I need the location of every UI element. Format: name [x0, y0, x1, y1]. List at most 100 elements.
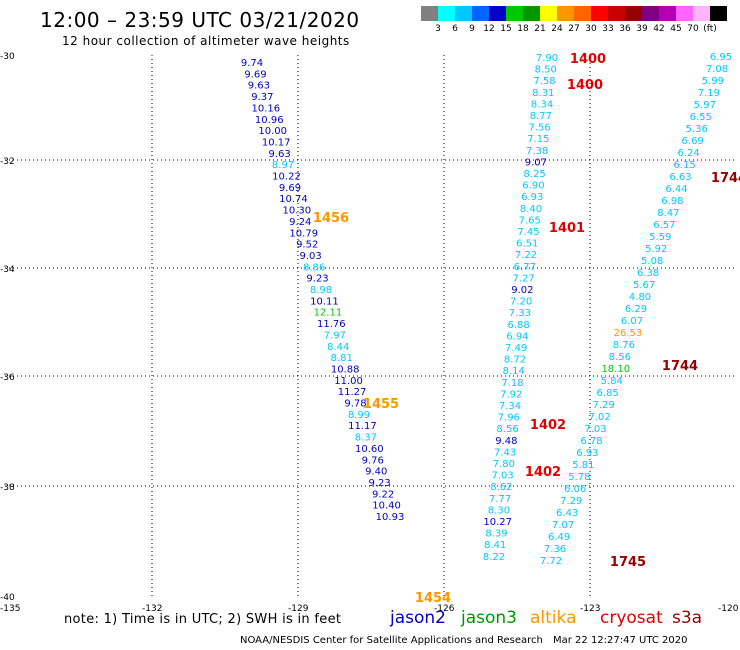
lat-tick-label: -36: [0, 373, 15, 383]
colorbar-swatch: [591, 6, 608, 21]
wave-height-value: 5.84: [601, 376, 623, 387]
wave-height-value: 8.37: [355, 433, 377, 444]
lat-tick-label: -32: [0, 157, 15, 167]
legend-entry-jason2: jason2: [390, 608, 446, 628]
legend-entry-jason3: jason3: [461, 608, 517, 628]
colorbar-swatch: [625, 6, 642, 21]
wave-height-value: 7.80: [493, 459, 515, 470]
wave-height-value: 8.34: [531, 99, 553, 110]
colorbar-label: 18: [517, 24, 529, 34]
wave-height-value: 7.15: [527, 134, 549, 145]
wave-height-value: 5.36: [686, 124, 708, 135]
wave-height-value: 10.00: [258, 126, 287, 137]
wave-height-value: 8.99: [348, 410, 370, 421]
wave-height-value: 7.58: [533, 76, 555, 87]
pass-time-label: 1402: [525, 465, 561, 480]
colorbar-label: 3: [435, 24, 441, 34]
wave-height-value: 8.41: [484, 540, 506, 551]
wave-height-value: 10.40: [372, 501, 401, 512]
wave-height-value: 8.76: [613, 340, 635, 351]
pass-time-label: 1400: [567, 78, 603, 93]
wave-height-value: 8.31: [532, 88, 554, 99]
wave-height-value: 7.19: [698, 88, 720, 99]
wave-height-value: 7.90: [536, 53, 558, 64]
colorbar-swatch: [506, 6, 523, 21]
wave-height-value: 10.11: [310, 296, 339, 307]
colorbar-swatch: [642, 6, 659, 21]
wave-height-value: 9.74: [241, 58, 263, 69]
wave-height-value: 6.63: [669, 172, 691, 183]
wave-height-value: 8.98: [310, 285, 332, 296]
wave-height-value: 9.78: [344, 399, 366, 410]
pass-time-label: 1456: [313, 211, 349, 226]
wave-height-value: 7.38: [526, 146, 548, 157]
colorbar-label: 9: [469, 24, 475, 34]
colorbar-label: 24: [551, 24, 563, 34]
lon-tick-label: -132: [142, 604, 162, 614]
wave-height-value: 6.44: [665, 184, 687, 195]
wave-height-value: 5.59: [649, 232, 671, 243]
colorbar-swatch: [710, 6, 727, 21]
wave-height-value: 6.06: [564, 484, 586, 495]
wave-height-value: 6.15: [673, 160, 695, 171]
wave-height-value: 9.48: [495, 436, 517, 447]
pass-time-label: 1400: [570, 52, 606, 67]
colorbar-label: 30: [585, 24, 597, 34]
colorbar-label: 45: [670, 24, 682, 34]
colorbar-label: 21: [534, 24, 546, 34]
wave-height-value: 7.08: [706, 64, 728, 75]
wave-height-value: 18.10: [601, 364, 630, 375]
wave-height-value: 10.16: [251, 103, 280, 114]
wave-height-value: 7.18: [501, 378, 523, 389]
note-text: note: 1) Time is in UTC; 2) SWH is in fe…: [64, 612, 342, 627]
wave-height-value: 5.97: [694, 100, 716, 111]
wave-height-value: 9.69: [279, 183, 301, 194]
wave-height-value: 7.96: [498, 413, 520, 424]
wave-height-value: 6.24: [677, 148, 699, 159]
wave-height-value: 11.00: [334, 376, 363, 387]
wave-height-value: 11.17: [348, 421, 377, 432]
legend-entry-cryosat: cryosat: [600, 608, 663, 628]
wave-height-value: 6.38: [637, 268, 659, 279]
wave-height-value: 9.23: [369, 478, 391, 489]
lon-tick-label: -123: [580, 604, 600, 614]
wave-height-value: 6.98: [661, 196, 683, 207]
wave-height-value: 7.49: [505, 343, 527, 354]
wave-height-value: 6.49: [548, 532, 570, 543]
wave-height-value: 8.25: [524, 169, 546, 180]
wave-height-value: 5.67: [633, 280, 655, 291]
colorbar-swatch: [608, 6, 625, 21]
wave-height-value: 26.53: [614, 328, 643, 339]
lon-tick-label: -129: [288, 604, 309, 614]
pass-time-label: 1402: [530, 418, 566, 433]
wave-height-value: 7.56: [528, 123, 550, 134]
wave-height-value: 7.77: [489, 494, 511, 505]
wave-height-value: 10.79: [289, 228, 318, 239]
wave-height-value: 7.29: [592, 400, 614, 411]
wave-height-value: 10.60: [355, 444, 384, 455]
wave-height-value: 8.62: [490, 482, 512, 493]
colorbar-swatch: [693, 6, 710, 21]
wave-height-value: 10.17: [262, 137, 291, 148]
wave-height-value: 6.55: [690, 112, 712, 123]
wave-height-value: 5.78: [568, 472, 590, 483]
wave-height-value: 9.40: [365, 467, 387, 478]
pass-time-label: 1455: [363, 397, 399, 412]
colorbar-label: (ft): [703, 24, 717, 34]
wave-height-value: 10.93: [376, 512, 405, 523]
wave-height-value: 6.43: [556, 508, 578, 519]
wave-height-value: 6.51: [516, 239, 538, 250]
wave-height-value: 9.69: [244, 69, 266, 80]
wave-height-value: 8.30: [488, 505, 510, 516]
wave-height-value: 11.27: [338, 387, 367, 398]
wave-height-value: 9.23: [306, 274, 328, 285]
lat-tick-label: -30: [0, 52, 15, 62]
colorbar-swatch: [455, 6, 472, 21]
legend-entry-s3a: s3a: [672, 608, 703, 628]
wave-height-value: 9.22: [372, 489, 394, 500]
wave-height-value: 7.22: [515, 250, 537, 261]
colorbar-label: 70: [687, 24, 699, 34]
wave-height-value: 10.22: [272, 172, 301, 183]
colorbar-swatch: [489, 6, 506, 21]
wave-height-value: 9.02: [511, 285, 533, 296]
